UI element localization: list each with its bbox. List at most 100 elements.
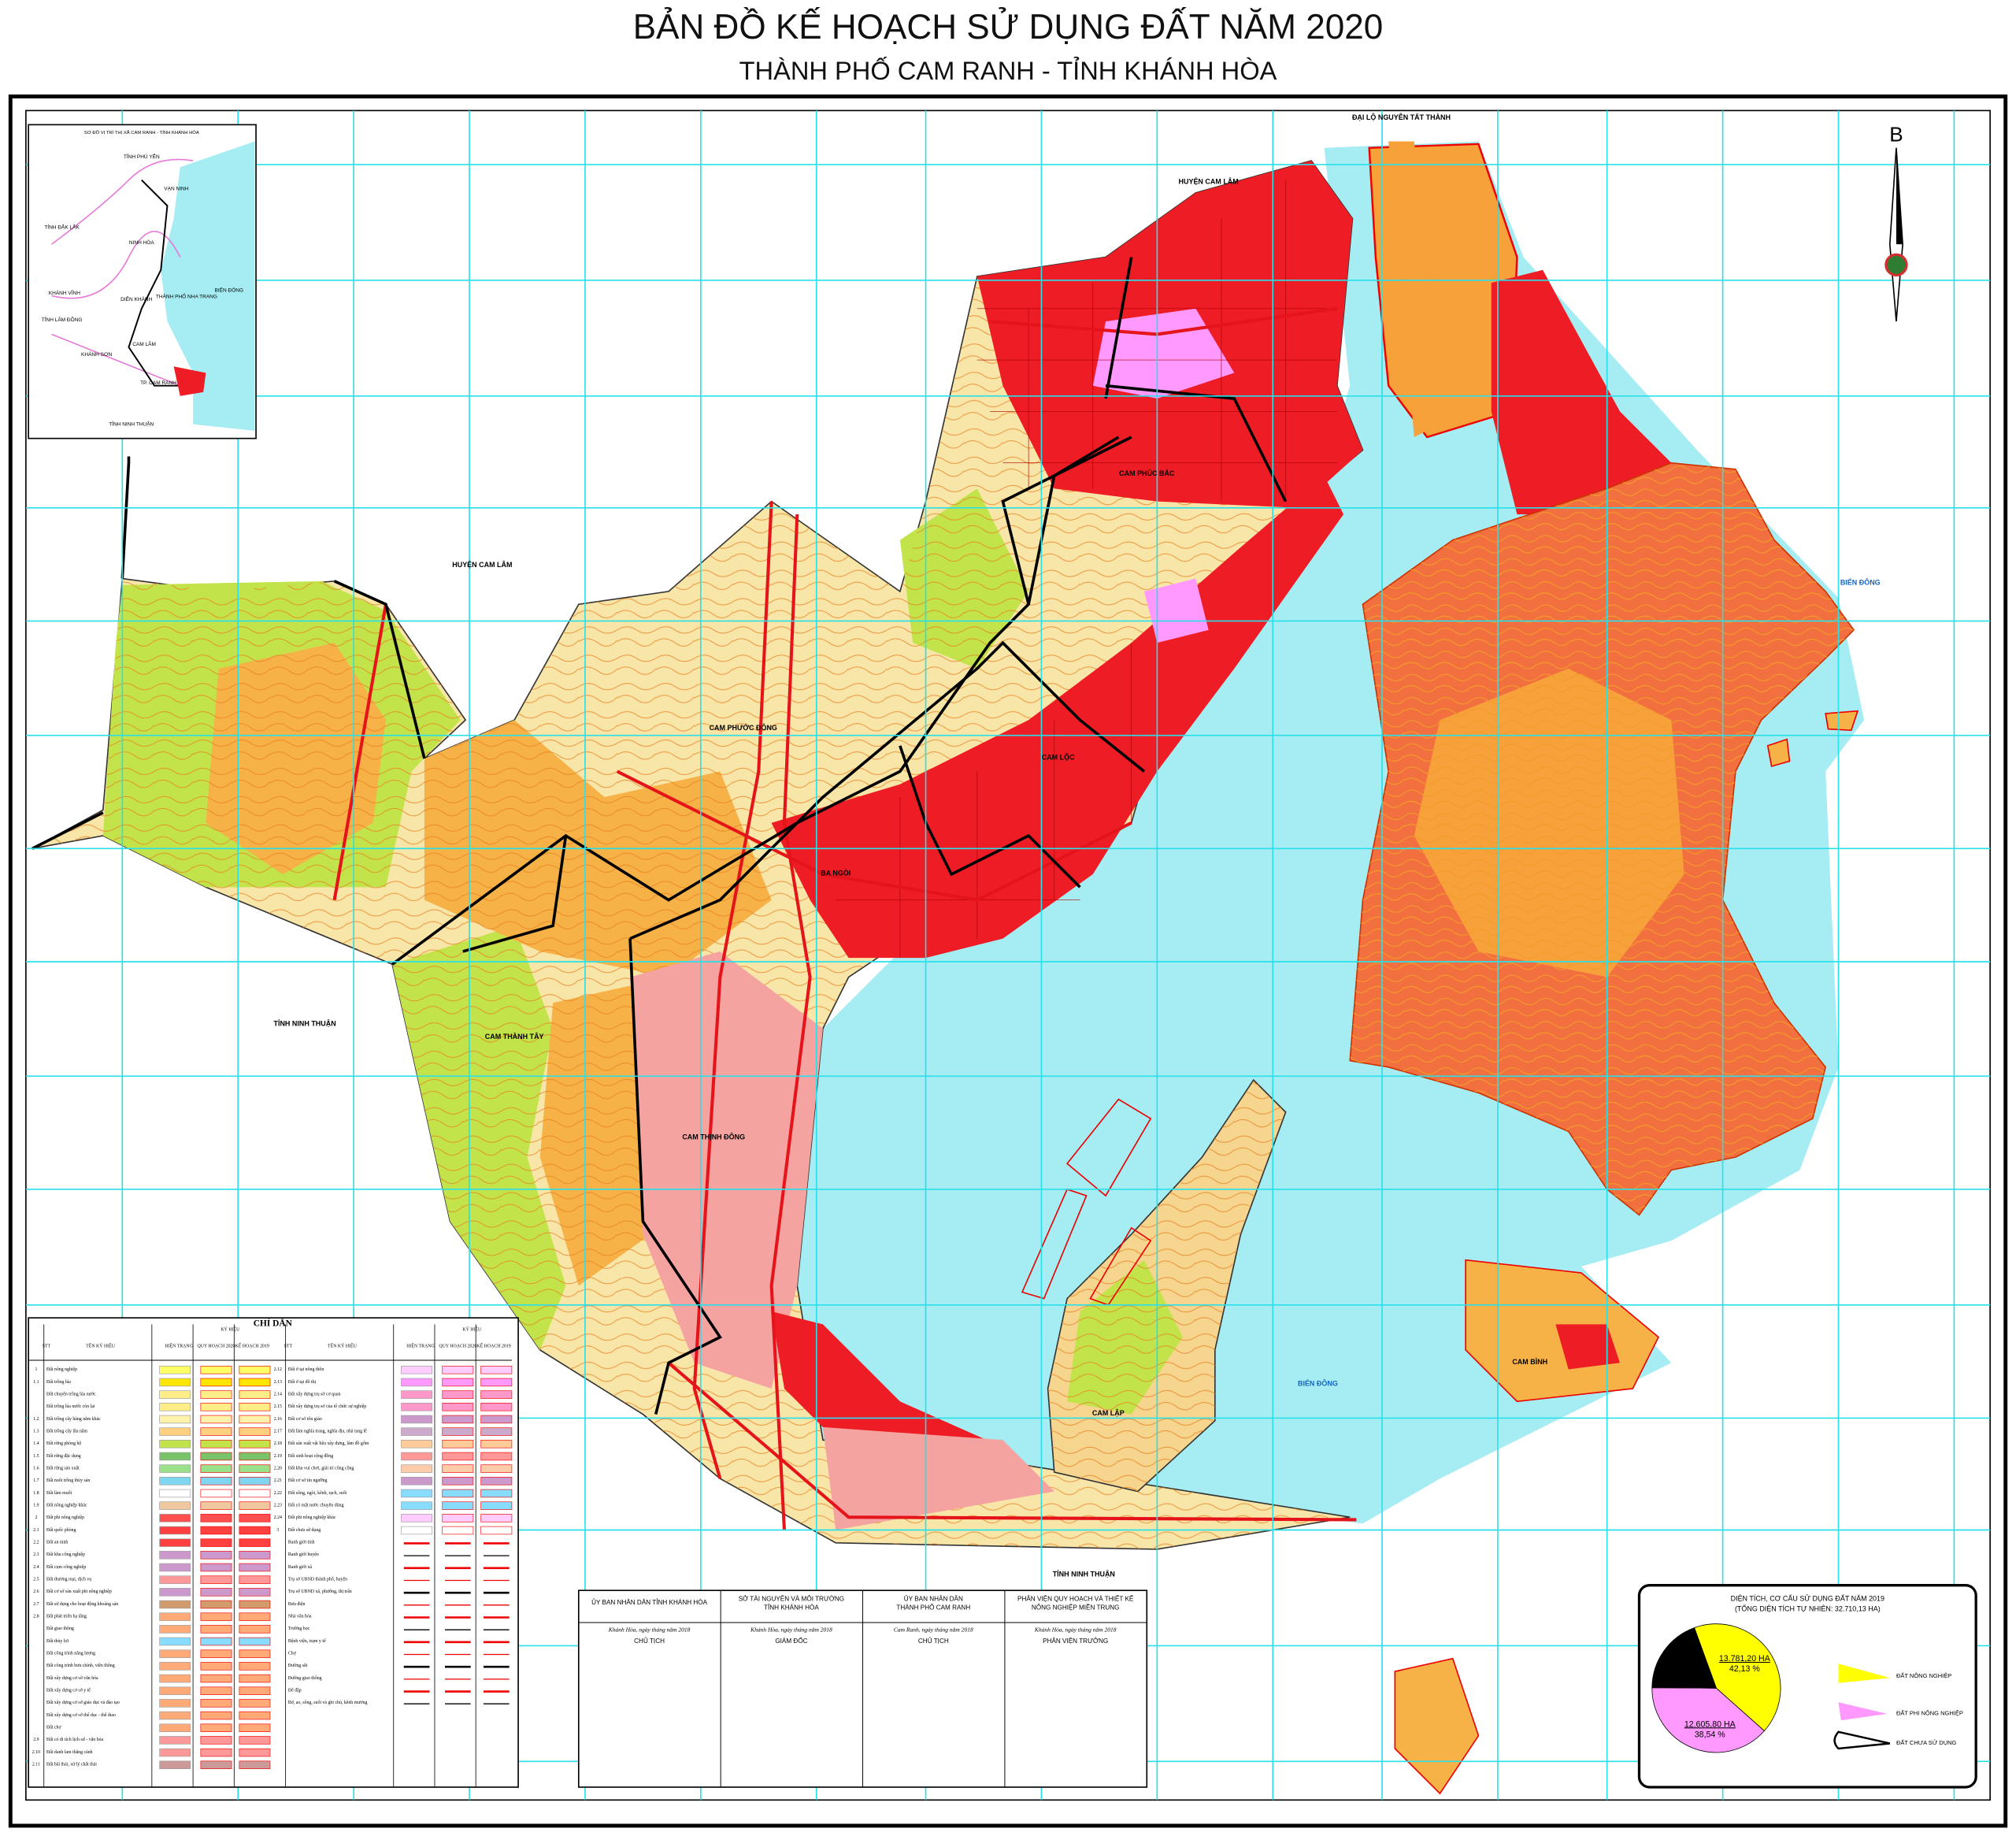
legend-column-header: KÝ HIỆU (462, 1326, 482, 1332)
legend-item: Đất cơ sở sản xuất phi nông nghiệp (46, 1589, 112, 1594)
pie-legend-symbol (1833, 1730, 1891, 1750)
legend-item: Nhà văn hóa (288, 1615, 312, 1619)
legend-item: Đất trồng lúa nước còn lại (46, 1404, 95, 1409)
legend-item: Đất xây dựng cơ sở y tế (46, 1688, 91, 1693)
place-label: BIỂN ĐÔNG (1840, 578, 1881, 587)
legend-swatch (480, 1415, 513, 1424)
admin-boundary (899, 745, 1081, 888)
legend-code: 2.19 (274, 1454, 282, 1459)
signature-org: PHÂN VIỆN QUY HOẠCH VÀ THIẾT KẾ (1017, 1594, 1134, 1602)
place-label: CAM THỊNH ĐÔNG (682, 1132, 745, 1141)
legend-swatch (480, 1440, 513, 1448)
legend-swatch (401, 1378, 433, 1387)
legend-swatch (239, 1390, 271, 1399)
legend-swatch (200, 1612, 232, 1621)
legend-swatch (200, 1748, 232, 1757)
legend-item: Đất trồng cây hàng năm khác (46, 1416, 101, 1422)
legend-swatch (200, 1637, 232, 1646)
signature-role: CHỦ TỊCH (634, 1636, 665, 1645)
pie-legend-symbol (1838, 1702, 1888, 1721)
legend-item: Chợ (288, 1652, 297, 1656)
legend-item: Đất ở tại đô thị (288, 1379, 317, 1385)
legend-swatch (159, 1378, 191, 1387)
legend-item: Đất sinh hoạt cộng đồng (288, 1453, 333, 1459)
legend-code: 2.6 (33, 1589, 39, 1594)
legend-swatch (401, 1452, 433, 1461)
legend-swatch (442, 1427, 474, 1436)
legend-item: Đất có di tích lịch sử - văn hóa (46, 1737, 104, 1742)
legend-column-header: KẾ HOẠCH 2019 (476, 1343, 510, 1349)
legend-code: 2.12 (274, 1367, 282, 1372)
legend-swatch (200, 1538, 232, 1547)
legend-swatch (239, 1736, 271, 1745)
legend-swatch (401, 1415, 433, 1424)
urban-area (630, 951, 823, 1389)
legend-code: 2.5 (33, 1577, 39, 1582)
legend-swatch (239, 1699, 271, 1708)
legend-swatch (200, 1625, 232, 1634)
legend-swatch (239, 1403, 271, 1411)
legend-swatch (200, 1415, 232, 1424)
legend-swatch (159, 1440, 191, 1448)
legend-swatch (442, 1526, 474, 1535)
pie-chart: DIỆN TÍCH, CƠ CẤU SỬ DỤNG ĐẤT NĂM 2019 (T… (1637, 1584, 1977, 1789)
legend-swatch (401, 1477, 433, 1485)
legend-code: 2.10 (32, 1750, 40, 1755)
legend-swatch (239, 1711, 271, 1720)
legend-code: 2.13 (274, 1380, 282, 1385)
legend-swatch (239, 1637, 271, 1646)
signature-org: NÔNG NGHIỆP MIỀN TRUNG (1032, 1604, 1120, 1612)
signature-org: THÀNH PHỐ CAM RANH (896, 1603, 970, 1612)
pie-slice (1651, 1687, 1765, 1753)
legend-swatch (200, 1477, 232, 1485)
admin-boundary (1105, 384, 1288, 503)
inset-label: TỈNH LÂM ĐỒNG (42, 315, 83, 323)
legend-swatch (239, 1686, 271, 1695)
legend-swatch (200, 1378, 232, 1387)
legend-swatch (159, 1612, 191, 1621)
admin-boundary (120, 456, 131, 579)
legend-item: Đất nông nghiệp khác (46, 1502, 87, 1508)
urban-area (1491, 269, 1672, 514)
legend-item: Trụ sở UBND xã, phường, thị trấn (288, 1589, 352, 1594)
legend-code: 2.7 (33, 1602, 39, 1607)
legend-swatch (200, 1440, 232, 1448)
pie-subtitle: (TỔNG DIỆN TÍCH TỰ NHIÊN: 32.710,13 HA) (1735, 1604, 1881, 1612)
legend-item: Trụ sở UBND thành phố, huyện (288, 1576, 347, 1582)
island (1825, 710, 1859, 732)
planning-zone (1065, 1098, 1152, 1197)
admin-boundary (462, 835, 568, 953)
pie-legend-symbol (1838, 1664, 1890, 1683)
contour-texture (1047, 1080, 1286, 1492)
legend-swatch (442, 1440, 474, 1448)
legend-swatch (200, 1711, 232, 1720)
planning-zone (1021, 1188, 1088, 1300)
legend-swatch (200, 1760, 232, 1769)
inset-label: KHÁNH VĨNH (49, 289, 80, 296)
legend-column-header: QUY HOẠCH 2020 (439, 1345, 476, 1349)
legend-swatch (159, 1711, 191, 1720)
legend-item: Đất phi nông nghiệp khác (288, 1515, 336, 1520)
admin-boundary (32, 811, 104, 850)
legend-swatch (159, 1464, 191, 1473)
map-subtitle: THÀNH PHỐ CAM RANH - TỈNH KHÁNH HÒA (739, 55, 1277, 85)
legend-item: Đất chuyên trồng lúa nước (46, 1391, 96, 1396)
legend-swatch (239, 1526, 271, 1535)
legend-item: Bệnh viện, trạm y tế (288, 1638, 326, 1644)
legend-swatch (480, 1366, 513, 1374)
legend-code: 2.2 (33, 1540, 39, 1545)
inset-label: TỈNH PHÚ YÊN (124, 153, 160, 160)
legend-item: Đất khu công nghiệp (46, 1552, 85, 1557)
legend-swatch (480, 1489, 513, 1498)
legend-item: Đất giao thông (46, 1626, 74, 1631)
legend-swatch (480, 1427, 513, 1436)
legend-column-header: HIỆN TRẠNG (165, 1343, 193, 1349)
legend-swatch (239, 1600, 271, 1609)
legend-swatch (200, 1600, 232, 1609)
legend-frame (28, 1317, 519, 1788)
legend-swatch (442, 1403, 474, 1411)
legend-item: Đất xây dựng cơ sở giáo dục và đào tạo (46, 1700, 120, 1705)
legend-item: Đất xây dựng trụ sở cơ quan (288, 1391, 341, 1396)
signature-date: Cam Ranh, ngày tháng năm 2018 (894, 1626, 973, 1633)
